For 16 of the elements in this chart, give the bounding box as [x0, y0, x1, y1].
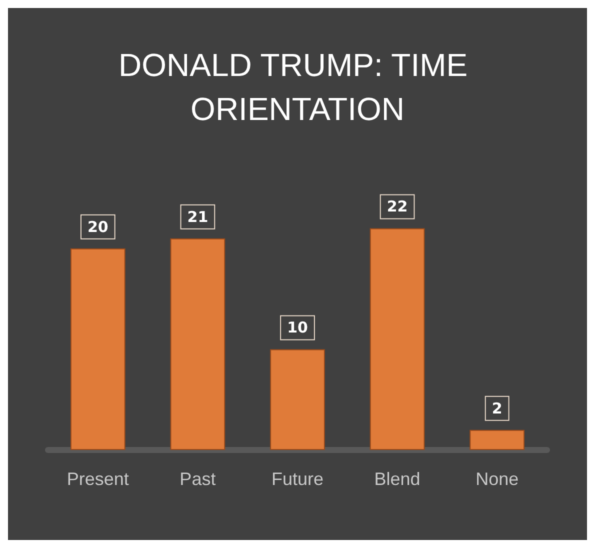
bar [470, 430, 525, 450]
data-label: 21 [187, 208, 208, 226]
data-label: 10 [287, 318, 308, 337]
x-tick-label: Future [271, 469, 324, 489]
bar [170, 238, 226, 450]
x-tick-label: None [476, 469, 519, 489]
x-tick-label: Present [66, 469, 129, 489]
data-label: 20 [87, 218, 108, 236]
bar [70, 248, 126, 450]
x-tick-label: Past [180, 469, 216, 489]
bar [370, 228, 425, 450]
data-label: 2 [492, 399, 502, 418]
x-tick-label: Blend [374, 469, 420, 489]
chart-title: DONALD TRUMP: TIME ORIENTATION [118, 47, 476, 127]
bar [270, 349, 325, 450]
data-label: 22 [386, 198, 408, 216]
